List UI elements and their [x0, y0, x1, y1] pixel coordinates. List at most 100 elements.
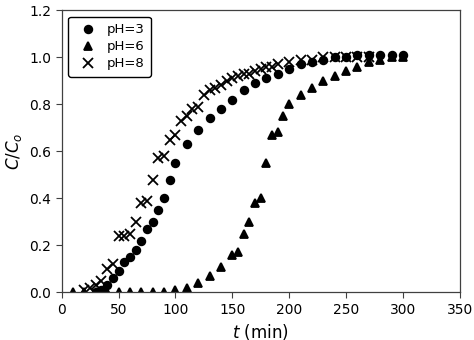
pH=8	[298, 57, 303, 62]
pH=6	[150, 290, 155, 294]
pH=8	[286, 60, 292, 64]
pH=3	[110, 276, 116, 280]
pH=3	[207, 116, 212, 120]
pH=6	[161, 290, 167, 294]
pH=8	[235, 74, 241, 78]
pH=8	[201, 93, 207, 97]
pH=6	[309, 86, 315, 90]
pH=3	[400, 53, 406, 57]
pH=8	[104, 267, 110, 271]
pH=8	[93, 283, 99, 287]
pH=8	[332, 55, 337, 59]
pH=3	[389, 53, 394, 57]
Line: pH=6: pH=6	[69, 53, 407, 296]
pH=8	[207, 88, 212, 92]
pH=6	[235, 250, 241, 254]
pH=6	[264, 161, 269, 165]
pH=8	[82, 288, 87, 292]
pH=8	[212, 86, 218, 90]
pH=8	[309, 57, 315, 62]
pH=3	[133, 248, 138, 252]
pH=8	[87, 286, 93, 290]
pH=6	[275, 131, 281, 135]
pH=3	[195, 128, 201, 132]
pH=3	[218, 107, 224, 111]
pH=8	[167, 137, 173, 141]
pH=6	[320, 79, 326, 83]
pH=3	[93, 290, 99, 294]
pH=6	[138, 290, 144, 294]
pH=6	[70, 290, 76, 294]
pH=6	[252, 201, 258, 205]
pH=8	[121, 234, 127, 238]
pH=3	[264, 76, 269, 81]
pH=6	[207, 274, 212, 278]
pH=8	[150, 177, 155, 182]
pH=6	[389, 55, 394, 59]
pH=6	[241, 232, 246, 236]
pH=3	[150, 220, 155, 224]
pH=8	[355, 55, 360, 59]
pH=6	[286, 102, 292, 106]
pH=6	[173, 288, 178, 292]
pH=6	[93, 290, 99, 294]
pH=6	[116, 290, 121, 294]
pH=8	[110, 262, 116, 266]
pH=8	[138, 201, 144, 205]
pH=8	[195, 105, 201, 109]
pH=8	[133, 220, 138, 224]
pH=3	[229, 98, 235, 102]
pH=3	[275, 72, 281, 76]
pH=6	[355, 65, 360, 69]
pH=3	[377, 53, 383, 57]
Line: pH=3: pH=3	[92, 51, 407, 296]
pH=8	[116, 234, 121, 238]
pH=8	[366, 55, 372, 59]
pH=8	[229, 76, 235, 81]
pH=3	[343, 55, 349, 59]
pH=3	[309, 60, 315, 64]
pH=8	[218, 83, 224, 87]
pH=3	[138, 239, 144, 243]
pH=8	[155, 156, 161, 160]
pH=3	[366, 53, 372, 57]
pH=8	[275, 62, 281, 66]
pH=3	[241, 88, 246, 92]
pH=8	[258, 67, 264, 71]
pH=8	[184, 114, 190, 118]
pH=8	[269, 65, 275, 69]
pH=8	[178, 119, 184, 123]
pH=3	[127, 255, 133, 259]
pH=3	[116, 269, 121, 273]
pH=6	[229, 253, 235, 257]
X-axis label: $\it{t}$ (min): $\it{t}$ (min)	[232, 322, 289, 340]
Line: pH=8: pH=8	[80, 53, 374, 294]
pH=8	[161, 154, 167, 158]
pH=3	[332, 55, 337, 59]
pH=6	[343, 69, 349, 73]
pH=6	[195, 281, 201, 285]
pH=3	[121, 260, 127, 264]
pH=6	[184, 286, 190, 290]
pH=8	[190, 107, 195, 111]
pH=8	[99, 278, 104, 283]
pH=8	[252, 69, 258, 73]
pH=8	[224, 79, 229, 83]
pH=6	[269, 133, 275, 137]
pH=6	[246, 220, 252, 224]
pH=3	[298, 62, 303, 66]
pH=6	[281, 114, 286, 118]
pH=3	[355, 53, 360, 57]
pH=6	[377, 57, 383, 62]
pH=6	[298, 93, 303, 97]
pH=6	[366, 60, 372, 64]
pH=3	[144, 227, 150, 231]
pH=3	[252, 81, 258, 85]
pH=6	[400, 55, 406, 59]
pH=3	[161, 196, 167, 200]
pH=3	[184, 142, 190, 146]
pH=8	[144, 199, 150, 203]
pH=8	[343, 55, 349, 59]
pH=8	[173, 133, 178, 137]
pH=3	[167, 177, 173, 182]
